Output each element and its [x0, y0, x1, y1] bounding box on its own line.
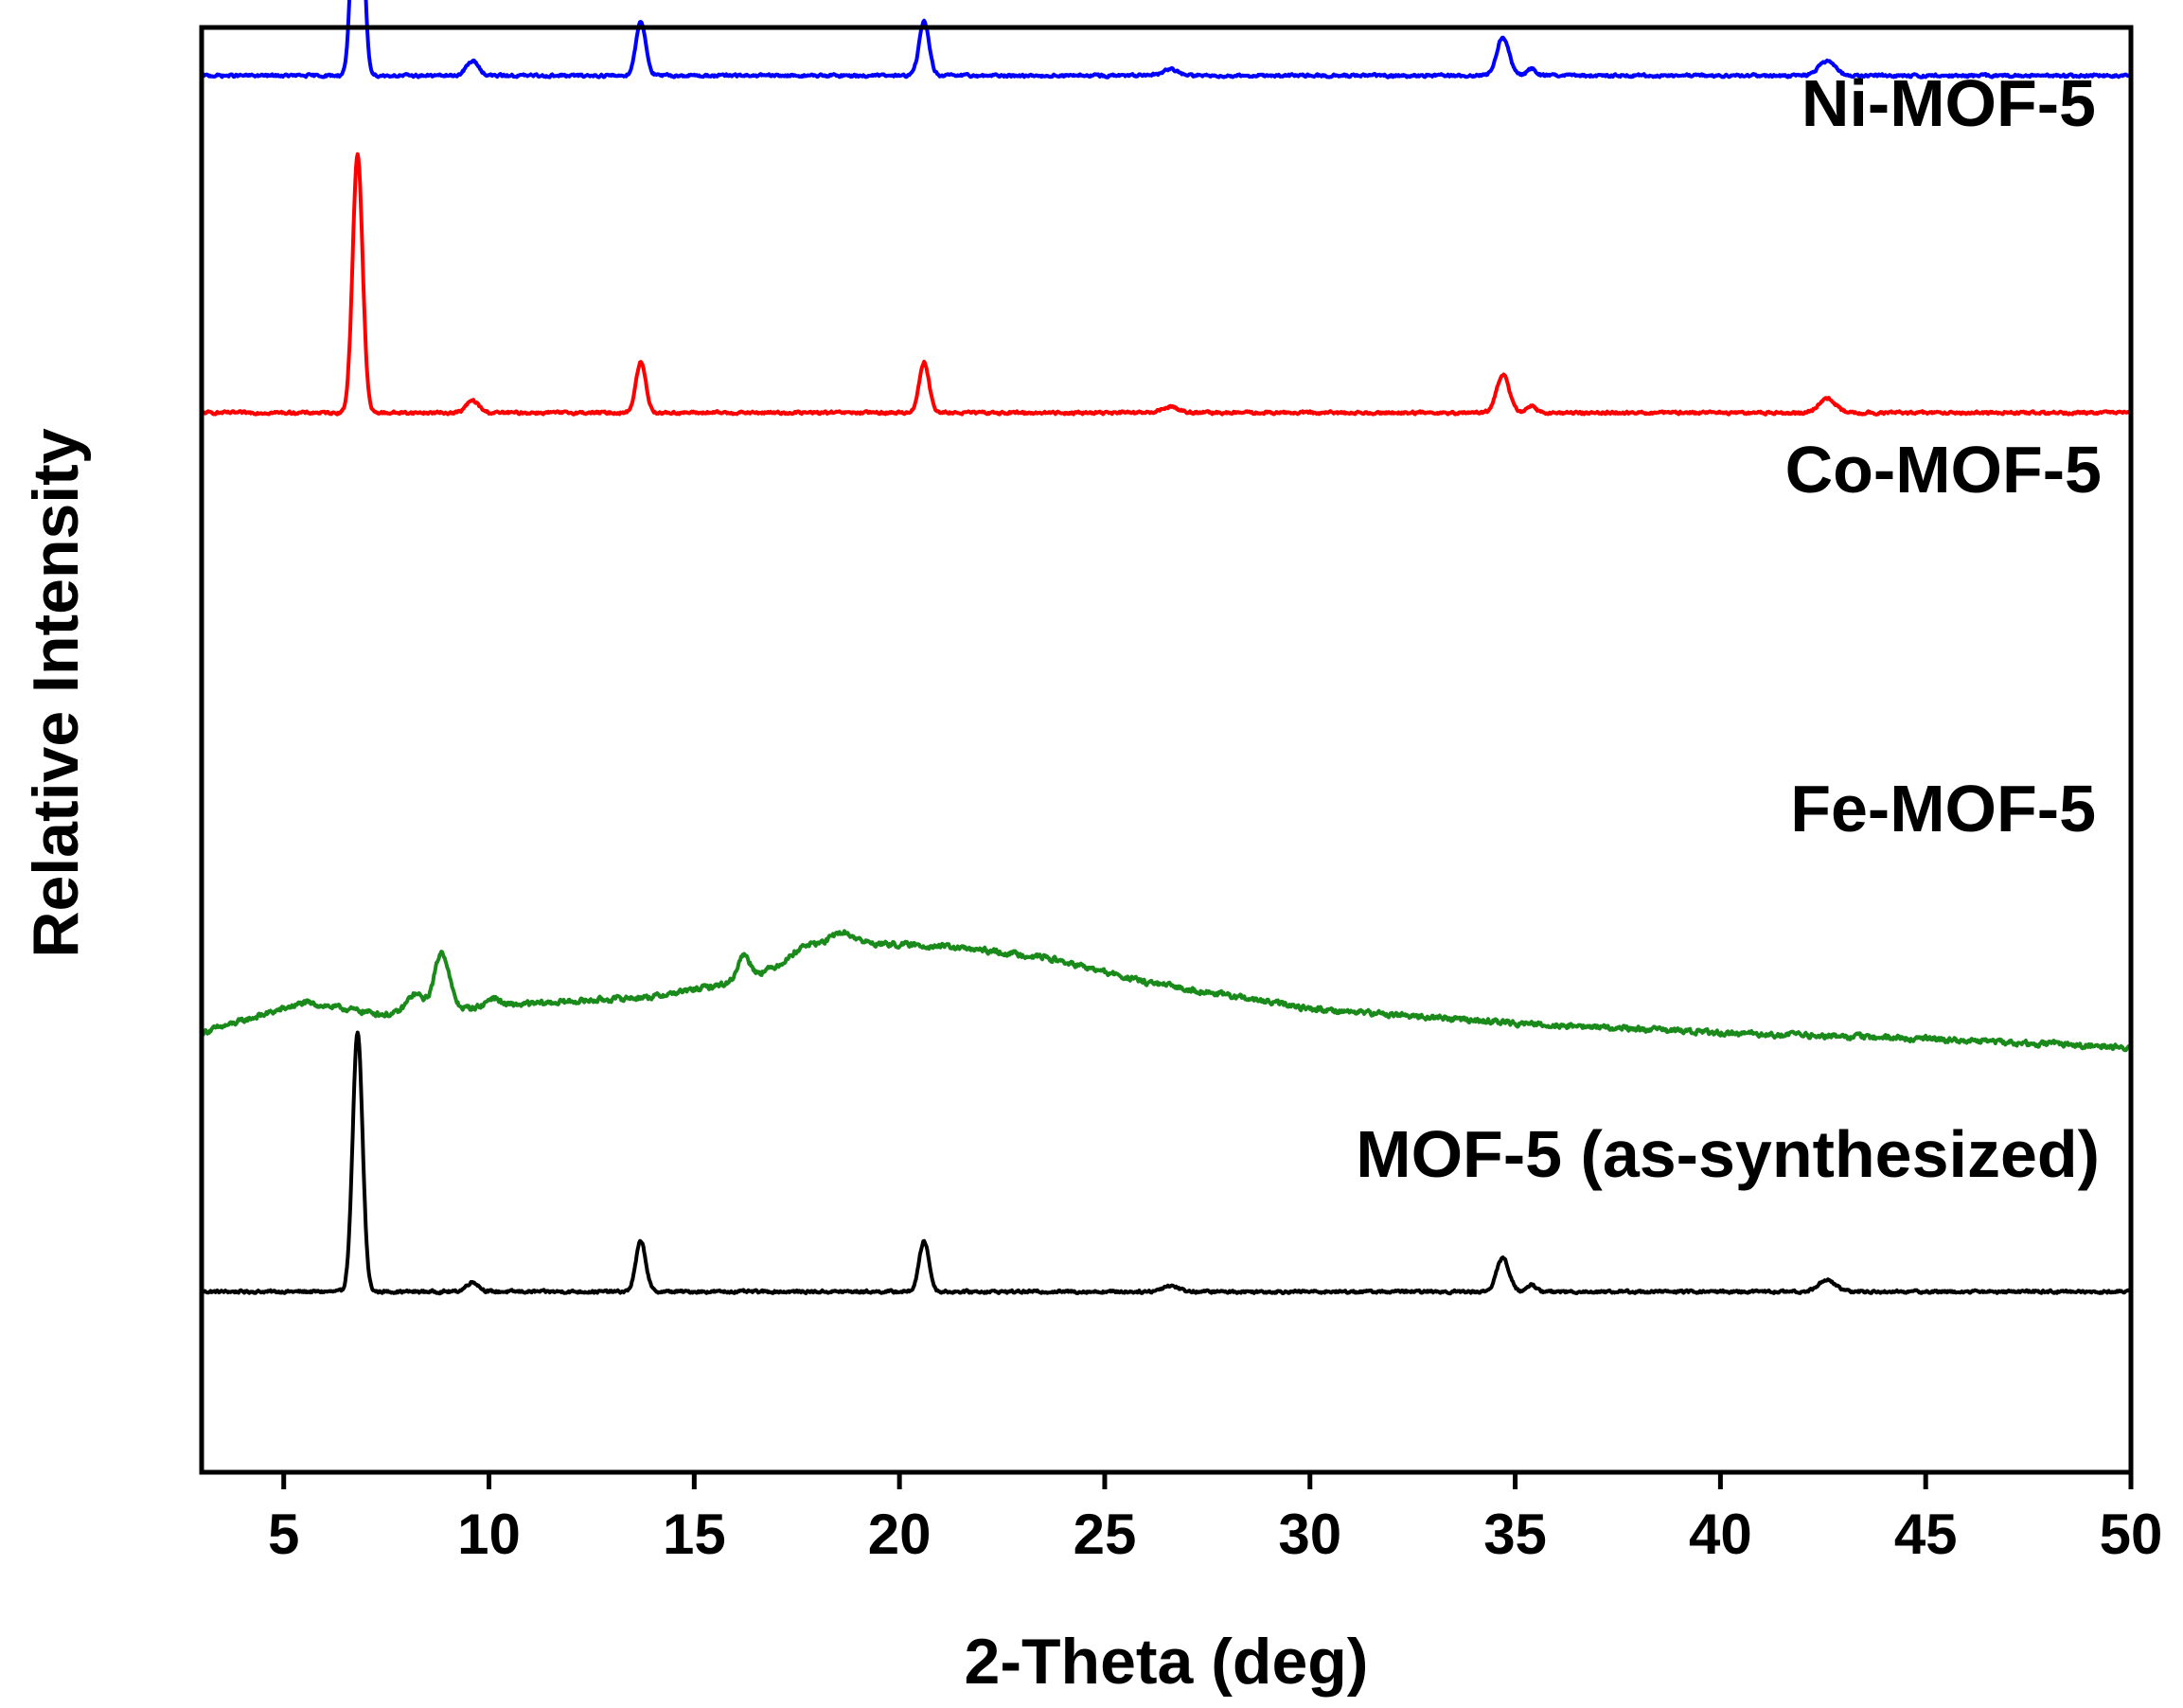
- y-axis-title: Relative Intensity: [20, 428, 92, 957]
- series-line-co-mof-5: [200, 151, 2133, 417]
- series-line-fe-mof-5: [200, 929, 2133, 1053]
- series-label: MOF-5 (as-synthesized): [1356, 1117, 2100, 1191]
- x-tick-label: 5: [268, 1503, 299, 1566]
- x-tick-label: 20: [868, 1503, 932, 1566]
- x-axis-title: 2-Theta (deg): [965, 1626, 1369, 1698]
- x-axis-ticks: 5 10 15 20 25 30 35 40 45 50: [268, 1472, 2162, 1566]
- x-tick-label: 45: [1894, 1503, 1958, 1566]
- x-tick-label: 40: [1689, 1503, 1752, 1566]
- x-tick-label: 15: [663, 1503, 726, 1566]
- plot-area: [202, 27, 2131, 1472]
- series-label: Co-MOF-5: [1785, 433, 2102, 507]
- plot-frame: [199, 25, 2134, 1475]
- series-label: Ni-MOF-5: [1801, 66, 2096, 140]
- series-label: Fe-MOF-5: [1790, 772, 2096, 845]
- series-group: [200, 0, 2133, 1296]
- x-tick-label: 30: [1278, 1503, 1341, 1566]
- series-labels: MOF-5 (as-synthesized) Fe-MOF-5 Co-MOF-5 Ni…: [1356, 66, 2102, 1191]
- x-tick-label: 10: [457, 1503, 521, 1566]
- x-tick-label: 25: [1074, 1503, 1137, 1566]
- x-tick-label: 50: [2100, 1503, 2163, 1566]
- series-line-mof-5-as-synthesized: [200, 1030, 2133, 1296]
- series-line-ni-mof-5: [200, 0, 2133, 80]
- x-tick-label: 35: [1483, 1503, 1547, 1566]
